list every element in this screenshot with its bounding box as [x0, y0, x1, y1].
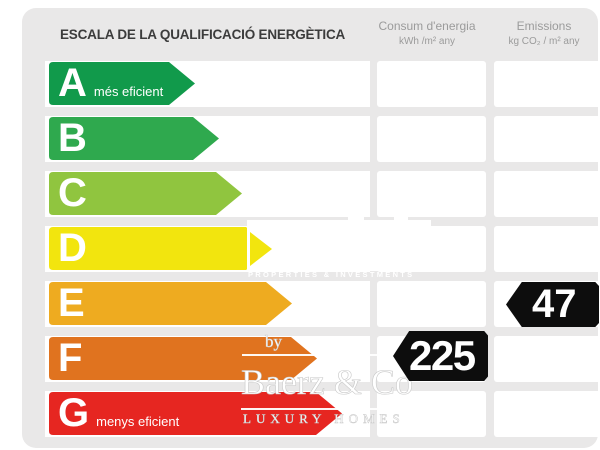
- rating-letter: G: [58, 391, 90, 435]
- emissions-cell: [494, 391, 600, 437]
- rating-letter: D: [58, 226, 87, 270]
- rating-arrow-text: B: [58, 117, 228, 160]
- rating-row-e: E: [22, 281, 600, 327]
- certificate-card: ESCALA DE LA QUALIFICACIÓ ENERGÈTICA Con…: [22, 8, 600, 448]
- consumption-cell: [377, 391, 486, 437]
- rating-arrow: D: [49, 227, 272, 270]
- emissions-column-header: Emissions kg CO₂ / m² any: [478, 19, 600, 48]
- consumption-value-arrow: 225: [393, 331, 488, 381]
- emissions-cell: [494, 336, 600, 382]
- rating-row-f: F: [22, 336, 600, 382]
- emissions-value-arrow: 47: [506, 282, 599, 327]
- emissions-cell: [494, 226, 600, 272]
- rating-row-b: B: [22, 116, 600, 162]
- rating-letter: F: [58, 336, 83, 380]
- consumption-column-header: Consum d'energia kWh /m² any: [362, 19, 492, 48]
- scale-title: ESCALA DE LA QUALIFICACIÓ ENERGÈTICA: [60, 27, 346, 42]
- rating-letter: E: [58, 281, 85, 325]
- emissions-cell: [494, 171, 600, 217]
- rating-letter: C: [58, 171, 87, 215]
- consumption-cell: [377, 281, 486, 327]
- emissions-cell: [494, 61, 600, 107]
- rating-description: menys eficient: [96, 414, 180, 429]
- rating-letter: A: [58, 61, 87, 105]
- rating-row-c: C: [22, 171, 600, 217]
- emissions-value-text: 47: [532, 282, 577, 326]
- consumption-value-text: 225: [409, 332, 476, 379]
- rating-arrow-text: D: [58, 227, 281, 270]
- consumption-cell: [377, 61, 486, 107]
- emissions-column-unit: kg CO₂ / m² any: [508, 36, 580, 47]
- rating-arrow-text: C: [58, 172, 251, 215]
- rating-arrow-text: E: [58, 282, 301, 325]
- consumption-cell: [377, 171, 486, 217]
- rating-description: més eficient: [93, 84, 164, 99]
- rating-arrow: F: [49, 337, 317, 380]
- rating-letter: B: [58, 116, 87, 160]
- consumption-column-unit: kWh /m² any: [398, 36, 456, 47]
- rating-arrow-text: F: [58, 337, 326, 380]
- rating-arrow: B: [49, 117, 219, 160]
- emissions-cell: [494, 116, 600, 162]
- emissions-column-label: Emissions: [516, 19, 572, 33]
- consumption-cell: [377, 116, 486, 162]
- rating-arrow: C: [49, 172, 242, 215]
- rating-arrow: E: [49, 282, 292, 325]
- consumption-column-label: Consum d'energia: [378, 19, 476, 33]
- consumption-cell: [377, 226, 486, 272]
- rating-row-d: D: [22, 226, 600, 272]
